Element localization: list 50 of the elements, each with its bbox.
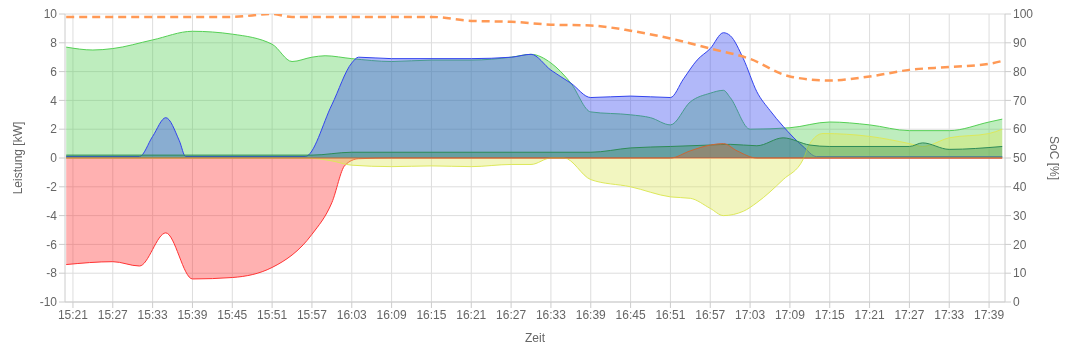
x-tick-label: 16:51 (655, 307, 686, 322)
x-tick-label: 17:09 (774, 307, 806, 322)
x-tick-label: 17:03 (735, 307, 766, 322)
x-tick-label: 16:33 (535, 307, 567, 322)
y-tick-label: -2 (46, 180, 58, 195)
x-tick-label: 15:57 (296, 307, 328, 322)
x-tick-label: 17:21 (854, 307, 885, 322)
y2-tick-label: 50 (1013, 151, 1027, 166)
y-tick-label: -8 (46, 266, 58, 281)
line-series (65, 14, 1004, 82)
y-tick-label: 2 (50, 122, 58, 137)
x-axis-title: Zeit (524, 331, 546, 345)
y2-tick-label: 80 (1013, 64, 1027, 79)
y2-tick-label: 10 (1013, 266, 1027, 281)
x-tick-label: 16:57 (695, 307, 726, 322)
y2-tick-label: 60 (1013, 122, 1027, 137)
y2-tick-label: 40 (1013, 180, 1027, 195)
x-tick-label: 15:33 (137, 307, 168, 322)
y-tick-label: 10 (43, 7, 58, 22)
y2-tick-label: 70 (1013, 93, 1027, 108)
x-tick-label: 15:45 (217, 307, 248, 322)
y-tick-label: 8 (50, 36, 58, 51)
y2-tick-label: 100 (1013, 7, 1034, 22)
x-tick-label: 15:21 (57, 307, 89, 322)
x-tick-label: 15:27 (97, 307, 129, 322)
y2-tick-label: 90 (1013, 36, 1027, 51)
y2-axis-title: SoC [%] (1046, 135, 1061, 181)
x-tick-label: 15:39 (177, 307, 208, 322)
x-tick-label: 16:45 (615, 307, 646, 322)
y2-tick-label: 20 (1013, 237, 1027, 252)
x-tick-label: 17:39 (974, 307, 1005, 322)
x-tick-label: 17:15 (814, 307, 846, 322)
y2-tick-label: 30 (1013, 208, 1027, 223)
x-tick-label: 16:21 (456, 307, 487, 322)
y-tick-label: 6 (50, 64, 58, 79)
y-axis-title: Leistung [kW] (11, 121, 26, 195)
x-tick-label: 16:15 (416, 307, 447, 322)
y-tick-label: -6 (46, 237, 58, 252)
x-tick-label: 16:09 (376, 307, 407, 322)
x-tick-label: 15:51 (257, 307, 288, 322)
y-tick-label: -10 (39, 295, 58, 310)
x-tick-label: 16:03 (336, 307, 368, 322)
x-tick-label: 17:33 (934, 307, 965, 322)
y-tick-label: 4 (50, 93, 58, 108)
x-tick-label: 16:39 (575, 307, 607, 322)
x-tick-label: 17:27 (894, 307, 925, 322)
x-tick-label: 16:27 (496, 307, 527, 322)
y2-tick-label: 0 (1013, 295, 1020, 310)
y-tick-label: -4 (46, 208, 58, 223)
y-tick-label: 0 (50, 151, 58, 166)
